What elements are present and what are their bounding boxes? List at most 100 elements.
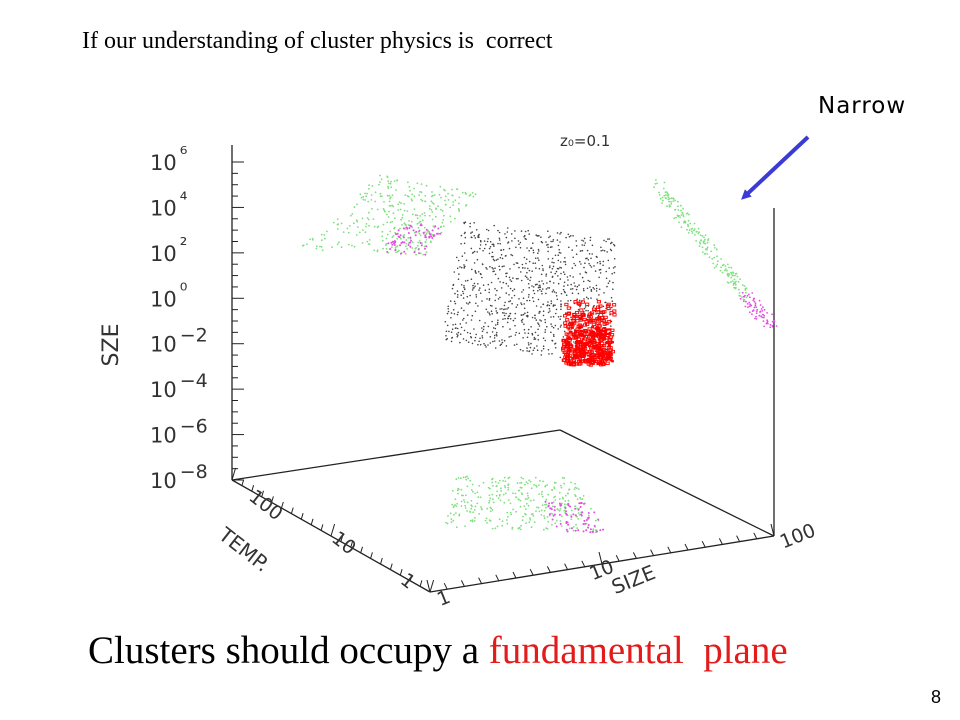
cloud-point <box>484 289 487 292</box>
projection-point <box>413 187 415 190</box>
projection-point <box>510 513 513 516</box>
plane-point <box>565 318 570 322</box>
plane-point <box>604 330 608 334</box>
cloud-point <box>503 312 505 314</box>
projection-point <box>675 216 677 219</box>
projection-point <box>680 226 683 229</box>
projection-point <box>499 499 502 502</box>
cloud-point <box>460 294 463 297</box>
projection-point <box>564 500 567 502</box>
cloud-point <box>470 336 472 338</box>
cloud-point <box>586 249 589 252</box>
projection-point <box>724 269 726 272</box>
projection-point <box>575 523 577 526</box>
projection-highlight-point <box>579 505 582 508</box>
cloud-point <box>560 231 562 234</box>
cloud-point <box>504 255 507 257</box>
projection-point <box>666 194 669 197</box>
cloud-point <box>457 278 460 281</box>
projection-point <box>403 203 406 205</box>
projection-point <box>693 222 696 225</box>
cloud-point <box>528 233 530 235</box>
cloud-point <box>557 282 560 285</box>
cloud-point <box>530 247 533 249</box>
projection-point <box>666 205 668 208</box>
cloud-point <box>505 345 508 347</box>
y-tick <box>340 535 344 542</box>
cloud-point <box>471 268 473 271</box>
cloud-point <box>446 312 449 315</box>
x-tick <box>598 551 603 565</box>
cloud-point <box>463 317 465 320</box>
projection-point <box>525 508 527 510</box>
cloud-point <box>526 347 528 349</box>
cloud-point <box>581 276 584 279</box>
plane-point <box>605 328 609 331</box>
projection-point <box>419 191 421 193</box>
projection-point <box>311 237 314 240</box>
cloud-point <box>599 272 602 274</box>
cloud-point <box>551 246 553 248</box>
projection-highlight-point <box>407 244 410 246</box>
cloud-point <box>538 250 540 252</box>
cloud-point <box>525 262 527 265</box>
cloud-point <box>574 264 577 267</box>
plane-point <box>563 314 568 318</box>
plane-point <box>595 349 601 353</box>
projection-point <box>706 253 709 255</box>
projection-highlight-point <box>410 239 412 242</box>
projection-point <box>421 213 424 216</box>
projection-point <box>726 263 729 266</box>
projection-point <box>587 514 590 517</box>
cloud-point <box>566 276 569 278</box>
plane-point <box>605 332 609 336</box>
y-tick <box>290 507 294 514</box>
projection-point <box>469 519 472 522</box>
projection-point <box>452 201 455 203</box>
x-tick <box>632 552 637 559</box>
cloud-point <box>519 241 522 244</box>
cloud-point <box>513 294 516 297</box>
cloud-point <box>594 270 597 272</box>
projection-point <box>731 280 734 282</box>
cloud-point <box>494 347 497 349</box>
projection-point <box>665 194 667 196</box>
projection-point <box>576 498 579 501</box>
projection-point <box>376 208 379 211</box>
projection-point <box>434 215 437 218</box>
projection-point <box>680 214 683 216</box>
cloud-point <box>514 317 516 320</box>
projection-point <box>425 232 428 235</box>
projection-point <box>414 247 417 250</box>
plane-point <box>561 348 566 352</box>
cloud-point <box>485 346 487 348</box>
cloud-point <box>546 244 548 246</box>
projection-point <box>734 274 736 277</box>
cloud-point <box>456 290 459 292</box>
plane-point <box>567 311 572 315</box>
plane-point <box>579 355 583 358</box>
cloud-point <box>564 312 567 315</box>
cloud-point <box>533 292 536 295</box>
projection-point <box>368 239 371 241</box>
cloud-point <box>593 265 595 267</box>
cloud-point <box>490 281 493 284</box>
cloud-point <box>584 262 586 265</box>
projection-point <box>392 212 395 215</box>
cloud-point <box>460 234 463 237</box>
plane-point <box>591 307 597 311</box>
cloud-point <box>540 350 543 352</box>
cloud-point <box>559 278 562 280</box>
cloud-point <box>473 222 476 224</box>
projection-point <box>466 501 469 504</box>
cloud-point <box>610 296 613 299</box>
plane-point <box>576 301 581 305</box>
cloud-point <box>572 235 574 237</box>
projection-point <box>662 199 664 202</box>
projection-point <box>357 226 359 228</box>
cloud-point <box>560 267 563 269</box>
cloud-point <box>489 342 492 344</box>
projection-highlight-point <box>386 250 389 253</box>
plane-point <box>592 330 595 333</box>
cloud-point <box>476 258 479 261</box>
